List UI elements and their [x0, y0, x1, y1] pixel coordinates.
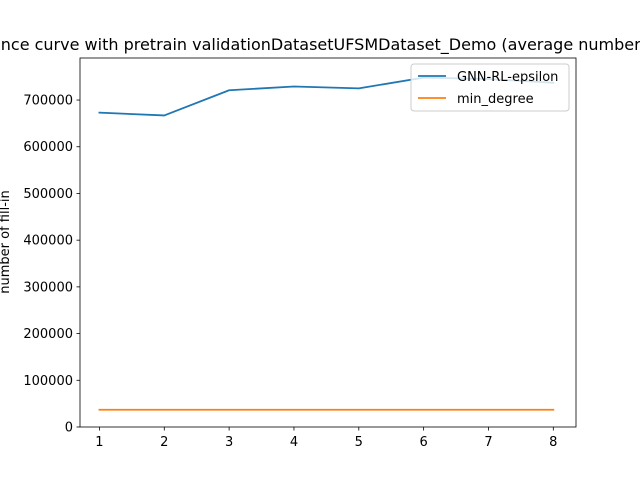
x-tick-label: 3 [225, 435, 233, 450]
legend: GNN-RL-epsilon min_degree [410, 63, 570, 112]
x-tick-label: 1 [95, 435, 103, 450]
x-axis: 1 2 3 4 5 6 7 8 [95, 427, 557, 450]
y-axis-label: number of fill-in [0, 190, 13, 294]
legend-label: GNN-RL-epsilon [457, 70, 558, 85]
y-tick-label: 400000 [23, 234, 73, 249]
y-tick-label: 0 [65, 421, 73, 436]
y-tick-label: 500000 [23, 187, 73, 202]
x-tick-label: 2 [160, 435, 168, 450]
plot-frame [79, 57, 577, 428]
x-tick-label: 8 [549, 435, 557, 450]
legend-box [410, 63, 570, 112]
chart-title: Performance curve with pretrain validati… [0, 35, 640, 55]
x-tick-label: 6 [419, 435, 427, 450]
y-tick-label: 700000 [23, 94, 73, 109]
y-tick-label: 300000 [23, 280, 73, 295]
legend-label: min_degree [457, 92, 534, 107]
y-tick-label: 100000 [23, 374, 73, 389]
plot-area [79, 57, 577, 428]
x-tick-label: 7 [484, 435, 492, 450]
y-tick-label: 600000 [23, 140, 73, 155]
x-tick-label: 4 [290, 435, 298, 450]
y-axis: 0 100000 200000 300000 400000 500000 600000 700… [23, 94, 80, 436]
y-tick-label: 200000 [23, 327, 73, 342]
x-tick-label: 5 [355, 435, 363, 450]
